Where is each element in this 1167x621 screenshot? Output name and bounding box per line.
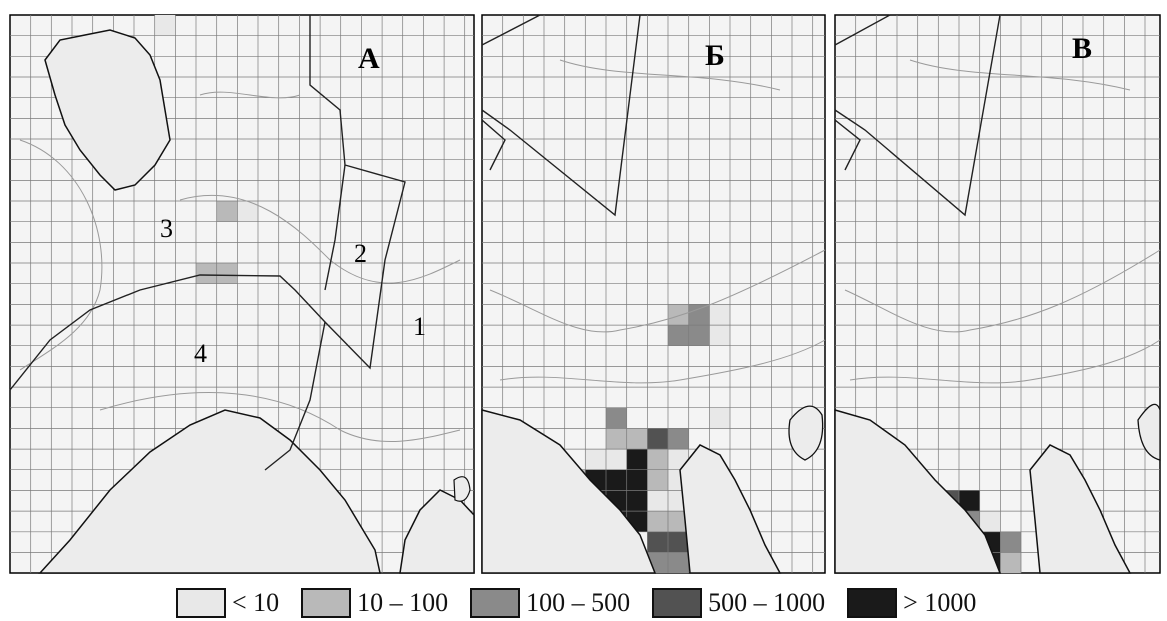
- density-cell-b-12: [585, 449, 607, 470]
- density-cell-b-0: [668, 304, 689, 326]
- map-panel-v: В: [834, 14, 1161, 574]
- density-cell-b-3: [668, 325, 689, 346]
- panel-a-island: [453, 476, 471, 502]
- legend-item-0: < 10: [176, 588, 279, 618]
- density-cell-b-11: [668, 428, 689, 450]
- panel-b-boundary-2: [481, 119, 506, 171]
- panel-v-island: [1137, 403, 1161, 461]
- legend-label: > 1000: [903, 588, 977, 617]
- legend-item-4: > 1000: [847, 588, 976, 618]
- panel-a-boundary-3: [324, 164, 346, 291]
- legend-label: 100 – 500: [526, 588, 631, 617]
- density-cell-b-26: [647, 490, 669, 512]
- legend-label: 500 – 1000: [708, 588, 826, 617]
- density-cell-b-13: [606, 449, 627, 470]
- panel-b-contour-3: [559, 59, 781, 91]
- maps-figure: А 1 2 3 4 Б В: [9, 14, 1161, 574]
- region-label-2: 2: [354, 239, 367, 268]
- density-cell-b-33: [668, 531, 689, 553]
- legend-label: < 10: [232, 588, 280, 617]
- region-label-1: 1: [413, 312, 426, 341]
- density-cell-b-15: [647, 449, 669, 470]
- density-cell-a-2: [154, 15, 176, 36]
- panel-v-boundary-1: [834, 14, 1001, 217]
- density-cell-b-1: [688, 304, 710, 326]
- panel-v-contour-3: [909, 59, 1131, 91]
- density-cell-b-9: [626, 428, 648, 450]
- panel-b-contour-2: [499, 339, 826, 384]
- density-cell-b-19: [606, 469, 627, 491]
- density-cell-b-21: [647, 469, 669, 491]
- density-cell-a-4: [237, 201, 259, 222]
- density-cell-v-4: [979, 511, 1001, 532]
- density-cell-a-5: [196, 263, 217, 284]
- panel-a-svalbard: [44, 29, 171, 191]
- region-label-4: 4: [194, 339, 207, 368]
- density-cell-b-2: [709, 304, 731, 326]
- panel-v-landmass: [834, 409, 1002, 574]
- panel-a-contour-3: [99, 392, 461, 443]
- panel-b-landmass: [481, 409, 657, 574]
- density-cell-v-6: [1000, 531, 1022, 553]
- panel-v-kola: [1029, 444, 1132, 574]
- panel-v-contour-1: [844, 249, 1161, 333]
- density-cell-b-35: [668, 552, 689, 574]
- legend-swatch: [176, 588, 226, 618]
- panel-a-boundary-2: [264, 321, 326, 471]
- density-cell-b-31: [668, 511, 689, 532]
- panel-v-contour-2: [849, 339, 1161, 384]
- panel-b-cells: [482, 15, 825, 574]
- density-cell-b-25: [626, 490, 648, 512]
- density-cell-b-14: [626, 449, 648, 470]
- legend-swatch: [847, 588, 898, 618]
- panel-v-label: В: [1072, 32, 1092, 65]
- legend: < 10 10 – 100 100 – 500 500 – 1000 > 1000: [176, 585, 998, 621]
- density-cell-b-20: [626, 469, 648, 491]
- density-cell-b-32: [647, 531, 669, 553]
- density-cell-v-1: [959, 490, 980, 512]
- panel-a-kola: [399, 489, 475, 574]
- legend-item-1: 10 – 100: [301, 588, 448, 618]
- panel-b-boundary-3: [481, 14, 541, 46]
- legend-item-2: 100 – 500: [470, 588, 630, 618]
- panel-a-contour-1: [19, 139, 103, 371]
- legend-swatch: [470, 588, 521, 618]
- panel-a-landmass: [38, 409, 381, 574]
- density-cell-b-8: [606, 428, 627, 450]
- panel-b-boundary-1: [481, 14, 641, 217]
- legend-swatch: [652, 588, 703, 618]
- density-cell-b-6: [606, 407, 627, 429]
- map-panel-b: Б: [481, 14, 826, 574]
- panel-b-island: [788, 405, 824, 461]
- legend-swatch: [301, 588, 352, 618]
- region-label-3: 3: [160, 214, 173, 243]
- panel-b-label: Б: [705, 39, 725, 72]
- density-cell-b-30: [647, 511, 669, 532]
- panel-b-kola: [679, 444, 782, 574]
- density-cell-a-6: [216, 263, 238, 284]
- density-cell-b-5: [709, 325, 731, 346]
- legend-item-3: 500 – 1000: [652, 588, 825, 618]
- legend-label: 10 – 100: [357, 588, 449, 617]
- panel-v-boundary-3: [834, 14, 891, 46]
- panel-v-boundary-2: [834, 119, 861, 171]
- panel-a-contour-2: [179, 194, 461, 284]
- panel-a-label: А: [358, 42, 380, 75]
- density-cell-b-7: [709, 407, 731, 429]
- density-cell-b-4: [688, 325, 710, 346]
- panel-b-contour-1: [489, 249, 826, 333]
- density-cell-b-10: [647, 428, 669, 450]
- density-cell-v-8: [1000, 552, 1022, 574]
- panel-a-contour-4: [199, 91, 301, 99]
- density-cell-a-3: [216, 201, 238, 222]
